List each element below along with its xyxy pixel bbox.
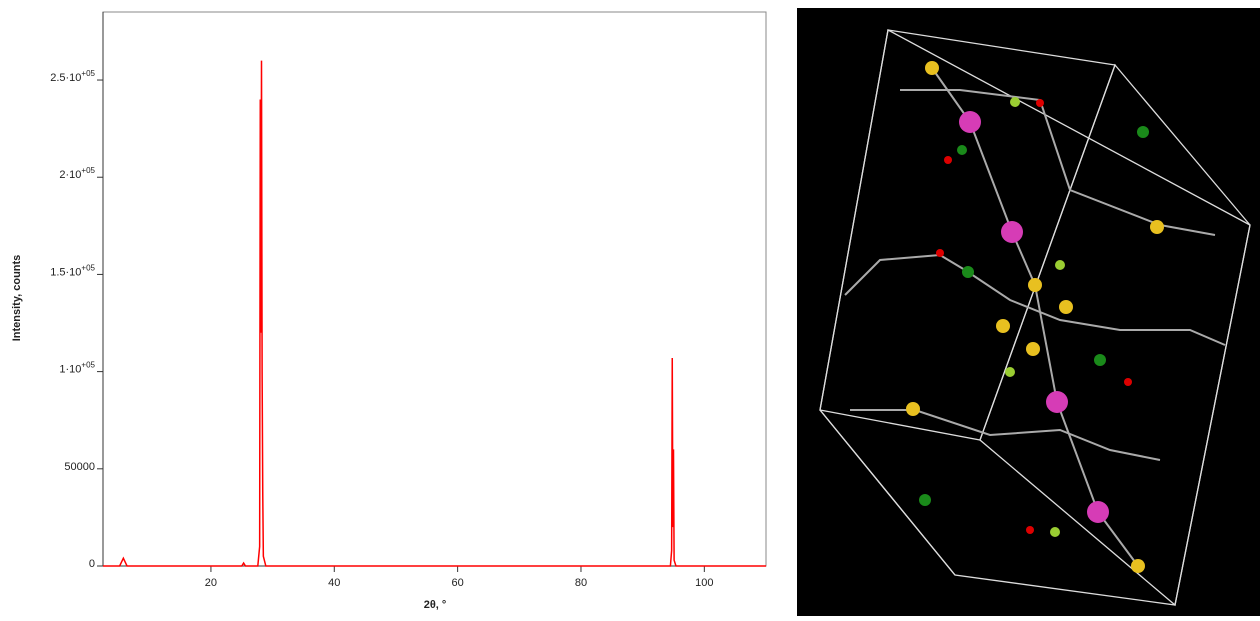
atoms xyxy=(906,61,1164,573)
x-tick-label: 40 xyxy=(328,577,340,589)
unit-cell xyxy=(819,29,1251,607)
series-line xyxy=(103,60,766,567)
molecule-render xyxy=(797,8,1260,616)
y-tick-label-exponent: +05 xyxy=(81,166,95,175)
y-tick-label-base: 1·10 xyxy=(59,364,81,376)
y-tick-label-exponent: +05 xyxy=(81,263,95,272)
y-tick-label-base: 1.5·10 xyxy=(50,266,81,278)
y-tick-label-exponent: +05 xyxy=(81,69,95,78)
y-axis-label: Intensity, counts xyxy=(11,255,23,342)
y-tick-label-base: 2·10 xyxy=(59,169,81,181)
y-tick-label: 2·10+05 xyxy=(59,166,95,181)
x-axis-label: 2θ, ° xyxy=(424,599,447,611)
y-tick-label: 0 xyxy=(89,558,95,570)
x-tick-label: 60 xyxy=(452,577,464,589)
y-tick-label-exponent: +05 xyxy=(81,361,95,370)
y-tick-label: 1·10+05 xyxy=(59,361,95,376)
y-tick-label: 1.5·10+05 xyxy=(50,263,95,278)
y-tick-label: 2.5·10+05 xyxy=(50,69,95,84)
x-tick-label: 20 xyxy=(205,577,217,589)
y-tick-label: 50000 xyxy=(64,461,95,473)
x-tick-label: 80 xyxy=(575,577,587,589)
y-tick-label-base: 2.5·10 xyxy=(50,72,81,84)
x-tick-label: 100 xyxy=(695,577,713,589)
